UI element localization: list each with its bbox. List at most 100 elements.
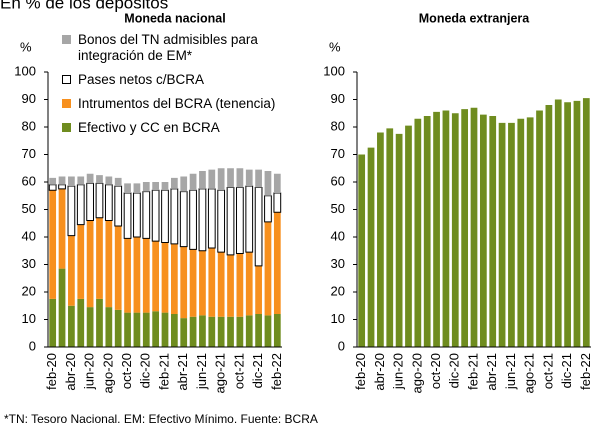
y-tick-label: 20 [22, 283, 36, 298]
bar-segment [264, 221, 272, 316]
bar-segment [227, 254, 234, 317]
x-tick-label: jun-21 [503, 353, 518, 390]
bar-segment [95, 182, 104, 219]
x-tick-label: dic-20 [138, 353, 153, 388]
bar-segment [68, 176, 75, 187]
x-tick-label: feb-22 [269, 353, 284, 390]
bar [405, 125, 412, 347]
bar-segment [58, 268, 66, 347]
bar [395, 133, 403, 347]
x-tick-label: oct-21 [540, 353, 555, 389]
bar [377, 132, 384, 347]
bar [479, 114, 487, 347]
bar-segment [170, 177, 178, 189]
bar-segment [114, 185, 123, 227]
bar-segment [170, 314, 178, 347]
x-tick-label: abr-20 [372, 353, 387, 391]
bar-segment [180, 246, 188, 319]
x-tick-label: feb-20 [353, 353, 368, 390]
bar-segment [255, 169, 262, 188]
x-tick-label: jun-20 [391, 353, 406, 390]
bar [536, 110, 543, 347]
bar-segment [67, 185, 76, 237]
legend-swatch [62, 35, 71, 44]
panel-title: Moneda extranjera [419, 11, 531, 25]
panel-title: Moneda nacional [124, 11, 225, 25]
x-tick-label: feb-20 [44, 353, 59, 390]
bar-segment [245, 315, 253, 347]
y-tick-label: 20 [331, 283, 345, 298]
y-tick-label: 50 [331, 201, 345, 216]
legend: Bonos del TN admisibles para integración… [62, 32, 292, 144]
bar-segment [198, 188, 207, 252]
bar-segment [236, 253, 244, 317]
x-tick-label: feb-21 [156, 353, 171, 390]
bar-segment [96, 217, 103, 299]
bar-segment [273, 173, 281, 193]
x-tick-label: oct-20 [119, 353, 134, 389]
bar [582, 98, 590, 347]
y-tick-label: 100 [14, 63, 36, 78]
legend-swatch [62, 75, 71, 84]
y-tick-label: 90 [22, 91, 36, 106]
y-axis-label: % [329, 39, 341, 54]
x-tick-label: ago-21 [522, 353, 537, 393]
x-tick-label: dic-21 [250, 353, 265, 388]
bar-segment [124, 312, 131, 347]
y-tick-label: 70 [22, 146, 36, 161]
bar [358, 154, 366, 347]
bar-segment [255, 265, 262, 314]
bar-segment [77, 224, 85, 299]
bar-segment [49, 298, 57, 347]
bar [367, 147, 375, 347]
bar-segment [123, 192, 132, 239]
y-tick-label: 0 [29, 338, 36, 353]
footnote: *TN: Tesoro Nacional. EM: Efectivo Mínim… [4, 412, 318, 426]
bar-segment [152, 311, 160, 347]
bar-segment [96, 298, 103, 347]
bar-segment [245, 169, 253, 187]
bar-segment [208, 316, 216, 347]
bar [508, 122, 515, 347]
bar-segment [180, 318, 188, 347]
bar-segment [133, 312, 141, 347]
y-tick-label: 60 [331, 173, 345, 188]
bar-segment [86, 307, 94, 347]
y-tick-label: 10 [331, 311, 345, 326]
bar-segment [133, 183, 141, 193]
x-tick-label: oct-20 [428, 353, 443, 389]
bar [517, 118, 525, 347]
y-tick-label: 10 [22, 311, 36, 326]
bar-segment [217, 252, 225, 317]
bar-segment [142, 182, 150, 192]
bar-segment [264, 195, 272, 223]
bar-segment [161, 182, 169, 191]
bar-segment [208, 169, 216, 189]
bar-segment [68, 235, 75, 306]
x-tick-label: jun-20 [82, 353, 97, 390]
bar-segment [76, 184, 85, 226]
legend-label: Bonos del TN admisibles para integración… [78, 32, 258, 63]
legend-item: Bonos del TN admisibles para integración… [62, 32, 292, 64]
bar-segment [86, 220, 94, 308]
bar-segment [142, 238, 150, 313]
bar [414, 118, 422, 347]
bar-segment [264, 171, 272, 196]
bar [545, 105, 553, 347]
bar-segment [264, 315, 272, 347]
bar-segment [124, 238, 131, 313]
bar-segment [217, 316, 225, 347]
bar-segment [189, 316, 197, 347]
bar-segment [77, 298, 85, 347]
bar-segment [273, 192, 282, 213]
legend-item: Efectivo y CC en BCRA [62, 120, 292, 136]
y-tick-label: 70 [331, 146, 345, 161]
bar-segment [217, 168, 225, 191]
bar-segment [96, 175, 103, 184]
y-tick-label: 90 [331, 91, 345, 106]
bar-segment [86, 182, 94, 221]
bar-segment [189, 249, 197, 317]
legend-label: Intrumentos del BCRA (tenencia) [78, 96, 276, 111]
